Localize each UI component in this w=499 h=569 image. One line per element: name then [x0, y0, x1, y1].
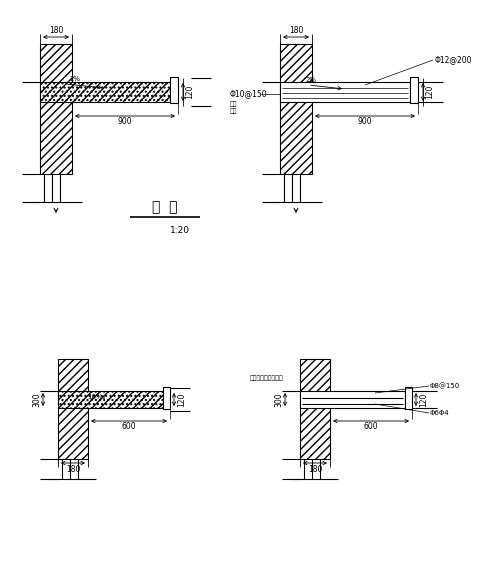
- Bar: [40, 82, 170, 102]
- Text: 180: 180: [66, 465, 80, 474]
- Bar: [40, 44, 72, 174]
- Text: 600: 600: [364, 422, 378, 431]
- Bar: [58, 391, 163, 408]
- Text: 900: 900: [118, 117, 132, 126]
- Text: 大  样: 大 样: [152, 200, 178, 214]
- Text: 300: 300: [32, 392, 41, 407]
- Text: 10‰: 10‰: [87, 394, 105, 400]
- Bar: [405, 387, 412, 409]
- Text: 混凝土雨棚构造节点: 混凝土雨棚构造节点: [250, 376, 284, 381]
- Text: 180: 180: [49, 26, 63, 35]
- Text: Φ6Φ4: Φ6Φ4: [430, 410, 450, 416]
- Text: 120: 120: [177, 392, 186, 407]
- Bar: [58, 359, 88, 459]
- Text: 180: 180: [308, 465, 322, 474]
- Bar: [40, 82, 170, 102]
- Text: 900: 900: [358, 117, 372, 126]
- Bar: [300, 391, 405, 408]
- Bar: [410, 77, 418, 103]
- Text: 大样: 大样: [230, 108, 238, 114]
- Text: Φ12@200: Φ12@200: [435, 56, 473, 64]
- Text: 120: 120: [419, 392, 428, 407]
- Text: Φ8@150: Φ8@150: [430, 383, 460, 389]
- Text: 180: 180: [289, 26, 303, 35]
- Text: 筋点: 筋点: [230, 101, 238, 107]
- Text: 2%: 2%: [70, 76, 81, 82]
- Bar: [280, 82, 410, 102]
- Bar: [300, 359, 330, 459]
- Text: 1:20: 1:20: [170, 226, 190, 235]
- Text: 2%: 2%: [306, 77, 317, 83]
- Text: 600: 600: [122, 422, 136, 431]
- Text: 120: 120: [425, 85, 434, 99]
- Text: 120: 120: [185, 85, 194, 99]
- Bar: [170, 77, 178, 103]
- Bar: [280, 44, 312, 174]
- Bar: [163, 387, 170, 409]
- Text: 300: 300: [274, 392, 283, 407]
- Text: Φ10@150: Φ10@150: [230, 89, 267, 98]
- Bar: [58, 391, 163, 408]
